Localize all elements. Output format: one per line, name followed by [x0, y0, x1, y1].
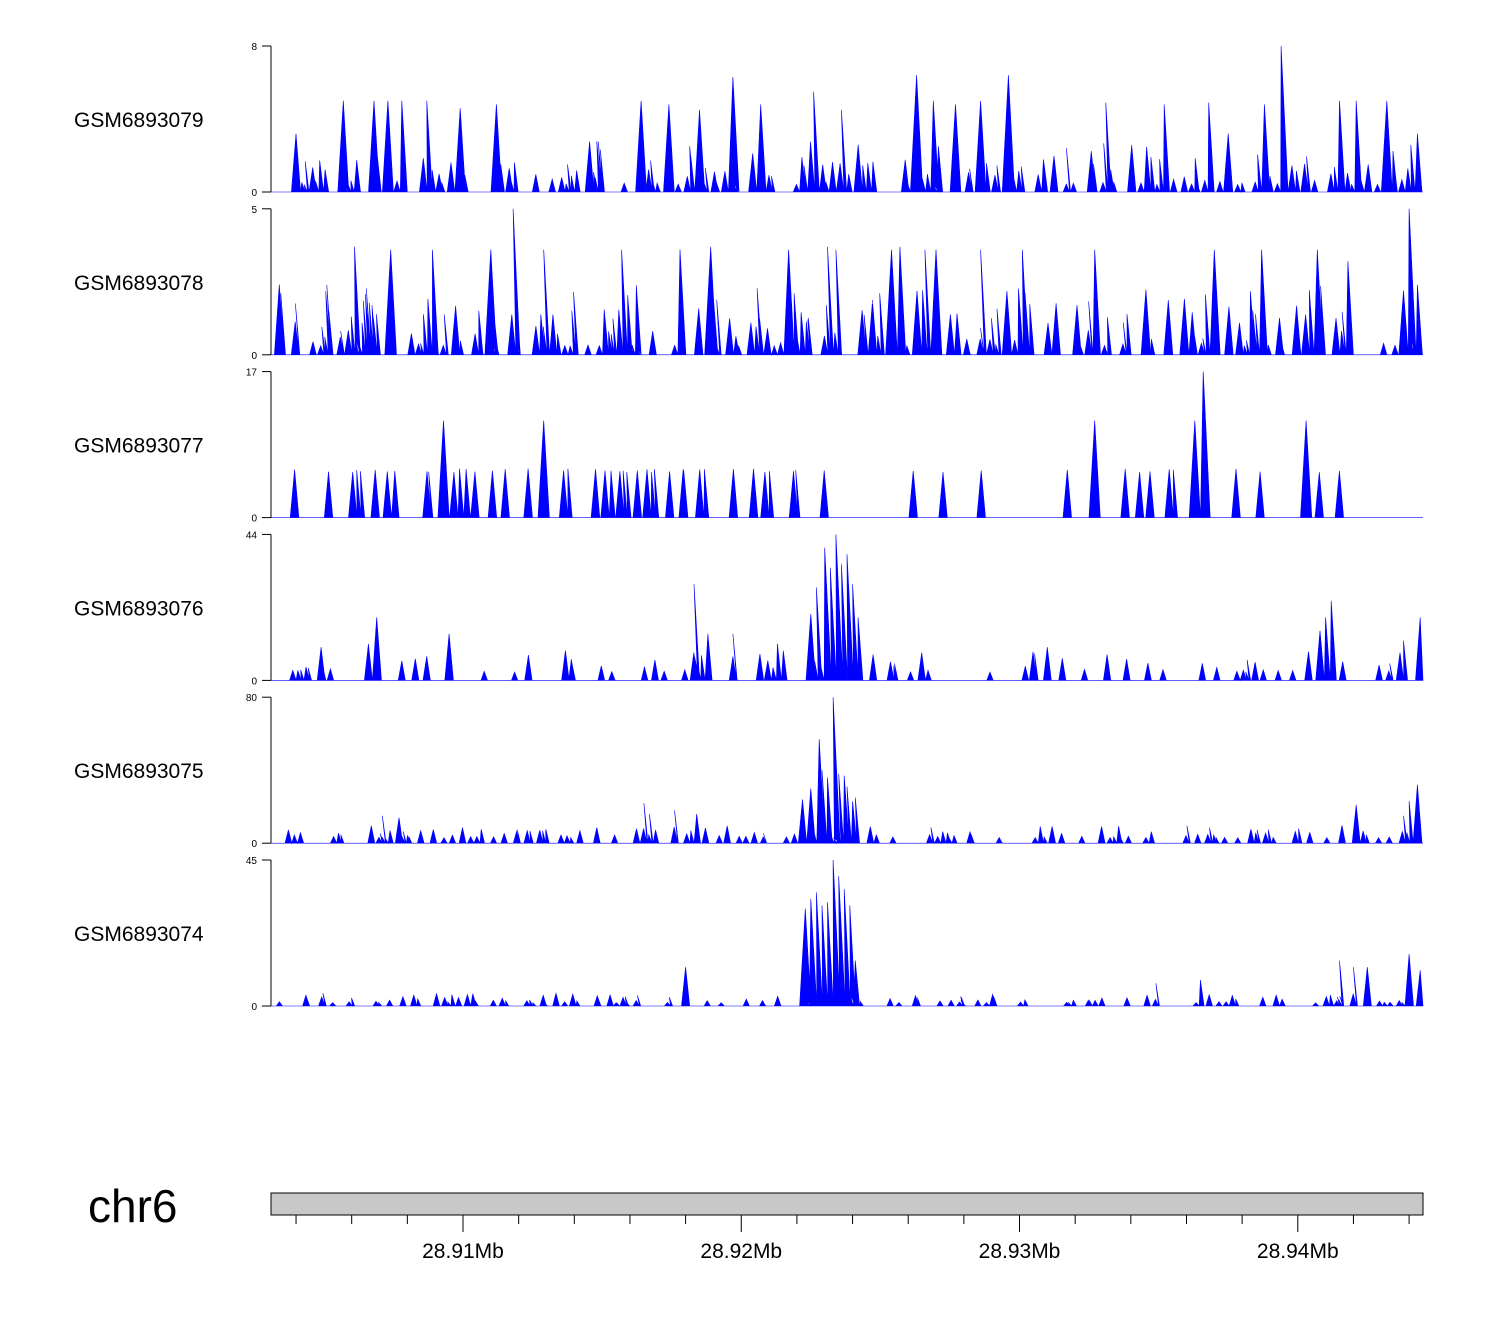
coverage-area: [271, 371, 1423, 518]
y-min-label: 0: [251, 839, 257, 850]
ideogram-bar: [270, 1192, 1424, 1216]
y-min-label: 0: [251, 676, 257, 687]
y-max-label: 17: [246, 368, 258, 379]
x-tick-label: 28.91Mb: [422, 1240, 504, 1263]
chromosome-label: chr6: [88, 1180, 177, 1232]
coverage-area: [271, 208, 1423, 356]
y-max-label: 8: [251, 42, 257, 53]
coverage-area: [271, 45, 1423, 194]
y-max-label: 44: [246, 530, 258, 541]
track-label: GSM6893079: [74, 109, 204, 132]
track-label: GSM6893074: [74, 923, 204, 946]
track-GSM6893077: GSM6893077 17 0: [74, 368, 1423, 525]
y-max-label: 5: [251, 205, 257, 216]
track-GSM6893076: GSM6893076 44 0: [74, 530, 1424, 687]
track-label: GSM6893078: [74, 272, 204, 295]
x-tick-label: 28.94Mb: [1257, 1240, 1339, 1263]
track-label: GSM6893076: [74, 597, 204, 620]
y-max-label: 45: [246, 856, 258, 867]
track-label: GSM6893077: [74, 435, 204, 458]
track-GSM6893078: GSM6893078 5 0: [74, 205, 1423, 362]
y-min-label: 0: [251, 1002, 257, 1013]
y-max-label: 80: [246, 693, 258, 704]
chromosome-ideogram: chr6: [88, 1180, 1424, 1232]
track-GSM6893074: GSM6893074 45 0: [74, 856, 1424, 1013]
y-min-label: 0: [251, 351, 257, 362]
y-min-label: 0: [251, 514, 257, 525]
coverage-area: [271, 534, 1424, 682]
x-tick-label: 28.93Mb: [979, 1240, 1061, 1263]
coverage-tracks: GSM689307980GSM689307850GSM6893077170GSM…: [74, 42, 1424, 1013]
x-tick-label: 28.92Mb: [700, 1240, 782, 1263]
y-min-label: 0: [251, 188, 257, 199]
coverage-area: [271, 859, 1424, 1008]
track-label: GSM6893075: [74, 760, 204, 783]
coverage-area: [271, 697, 1423, 845]
track-GSM6893075: GSM6893075 80 0: [74, 693, 1423, 850]
track-GSM6893079: GSM6893079 8 0: [74, 42, 1423, 199]
genomic-axis: 28.91Mb 28.92Mb 28.93Mb 28.94Mb: [295, 1215, 1410, 1263]
